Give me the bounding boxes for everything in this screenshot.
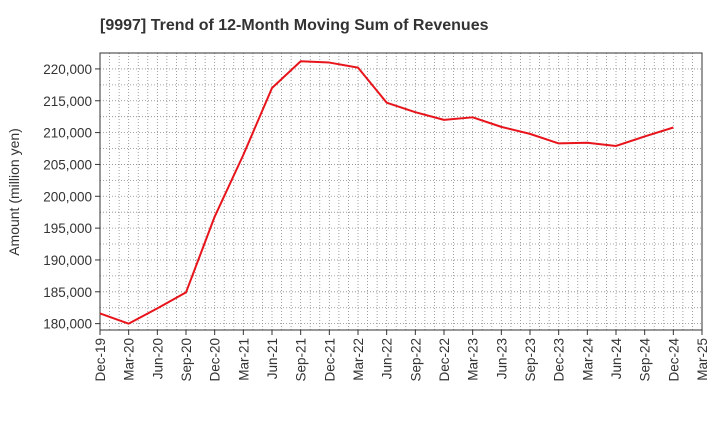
series-group bbox=[99, 60, 674, 325]
x-tick-label: Mar-22 bbox=[351, 338, 366, 381]
x-tick-label: Dec-24 bbox=[666, 338, 681, 382]
y-tick-label: 220,000 bbox=[43, 62, 92, 77]
y-axis-label: Amount (million yen) bbox=[6, 128, 22, 256]
y-tick-label: 190,000 bbox=[43, 253, 92, 268]
x-tick-label: Sep-24 bbox=[638, 338, 653, 382]
y-tick-label: 200,000 bbox=[43, 189, 92, 204]
x-tick-label: Mar-23 bbox=[466, 338, 481, 381]
x-tick-label: Dec-20 bbox=[208, 338, 223, 382]
x-tick-label: Mar-21 bbox=[236, 338, 251, 381]
y-tick-label: 210,000 bbox=[43, 126, 92, 141]
x-tick-label: Jun-21 bbox=[265, 338, 280, 379]
x-axis: Dec-19 Mar-20 Jun-20 Sep-20 Dec-20 Mar-21 Jun-… bbox=[93, 330, 710, 382]
x-tick-label: Dec-22 bbox=[437, 338, 452, 382]
y-tick-label: 185,000 bbox=[43, 285, 92, 300]
grid bbox=[99, 52, 703, 330]
x-tick-label: Jun-23 bbox=[494, 338, 509, 379]
x-tick-label: Sep-22 bbox=[408, 338, 423, 382]
y-tick-label: 215,000 bbox=[43, 94, 92, 109]
chart-title: [9997] Trend of 12-Month Moving Sum of R… bbox=[100, 17, 489, 34]
x-tick-label: Mar-25 bbox=[695, 338, 710, 381]
x-tick-label: Jun-24 bbox=[609, 338, 624, 380]
y-tick-label: 180,000 bbox=[43, 317, 92, 332]
y-axis: 180,000 185,000 190,000 195,000 200,000 205,0… bbox=[43, 62, 100, 332]
x-tick-label: Mar-20 bbox=[122, 338, 137, 381]
x-tick-label: Jun-22 bbox=[380, 338, 395, 379]
y-tick-label: 195,000 bbox=[43, 221, 92, 236]
plot-frame bbox=[99, 52, 703, 331]
x-tick-label: Dec-19 bbox=[93, 338, 108, 382]
x-tick-label: Dec-23 bbox=[552, 338, 567, 382]
y-tick-label: 205,000 bbox=[43, 157, 92, 172]
x-tick-label: Sep-21 bbox=[294, 338, 309, 382]
x-tick-label: Sep-20 bbox=[179, 338, 194, 382]
x-tick-label: Sep-23 bbox=[523, 338, 538, 382]
x-tick-label: Mar-24 bbox=[580, 338, 595, 381]
x-tick-label: Dec-21 bbox=[322, 338, 337, 382]
x-tick-label: Jun-20 bbox=[150, 338, 165, 379]
